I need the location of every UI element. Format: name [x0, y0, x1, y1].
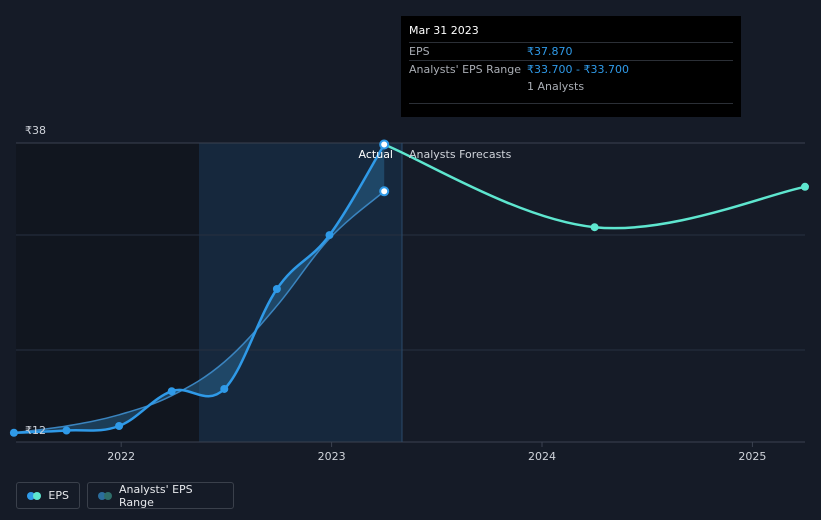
legend-eps-swatch: [27, 491, 41, 500]
eps-point[interactable]: [379, 139, 390, 150]
actual-label: Actual: [359, 148, 393, 161]
y-tick-label-top: ₹38: [25, 124, 46, 137]
tooltip-analysts-count: 1 Analysts: [527, 80, 585, 93]
analysts-range-line: [13, 190, 385, 434]
legend-range-dot-forecast: [104, 491, 112, 500]
past-shade: [16, 143, 199, 442]
eps-point[interactable]: [325, 231, 334, 240]
y-tick-labels: ₹38 ₹12: [25, 124, 46, 437]
legend-range-swatch: [98, 491, 112, 500]
legend-range-dot-actual: [98, 491, 106, 500]
legend-range-label: Analysts' EPS Range: [119, 482, 193, 509]
points-layer: [9, 139, 809, 437]
tooltip-eps-value: ₹37.870: [527, 45, 573, 58]
tooltip-divider: [409, 103, 733, 104]
x-tick-label: 2023: [318, 450, 346, 463]
legend-eps-label: EPS: [48, 489, 69, 502]
eps-point[interactable]: [62, 426, 71, 435]
analysts-range-point[interactable]: [379, 186, 390, 197]
x-tick-label: 2024: [528, 450, 556, 463]
actual-shade: [199, 143, 402, 442]
tooltip-row-analysts: 1 Analysts: [409, 78, 733, 95]
tooltip-row-range: Analysts' EPS Range ₹33.700 - ₹33.700: [409, 60, 733, 78]
legend-eps-dot-actual: [27, 491, 35, 500]
eps-point[interactable]: [115, 422, 124, 431]
x-tick-label: 2025: [738, 450, 766, 463]
eps-point[interactable]: [167, 387, 176, 396]
forecast-label: Analysts Forecasts: [409, 148, 512, 161]
forecast-point[interactable]: [590, 223, 599, 232]
eps-point[interactable]: [272, 285, 281, 293]
eps-point[interactable]: [220, 384, 229, 393]
forecast-point[interactable]: [801, 182, 809, 191]
x-tick-label: 2022: [107, 450, 135, 463]
tooltip-eps-key: EPS: [409, 45, 430, 58]
legend-eps-button[interactable]: EPS: [16, 482, 80, 509]
tooltip-range-value: ₹33.700 - ₹33.700: [527, 63, 629, 76]
legend-range-button[interactable]: Analysts' EPS Range: [87, 482, 234, 509]
y-tick-label-bottom: ₹12: [25, 424, 46, 437]
eps-tooltip: Mar 31 2023 EPS ₹37.870 Analysts' EPS Ra…: [401, 16, 741, 117]
tooltip-date: Mar 31 2023: [409, 24, 479, 37]
tooltip-row-eps: EPS ₹37.870: [409, 42, 733, 60]
x-tick-labels: 2022 2023 2024 2025: [107, 442, 766, 463]
legend-eps-dot-forecast: [33, 491, 41, 500]
tooltip-range-key: Analysts' EPS Range: [409, 63, 522, 76]
tooltip-analysts-spacer: [409, 78, 527, 95]
eps-point[interactable]: [9, 428, 18, 437]
